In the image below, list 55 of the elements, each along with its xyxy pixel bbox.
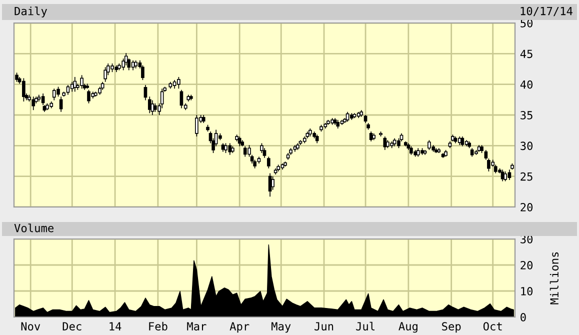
y-tick-label: 40 xyxy=(520,80,533,89)
x-tick-label: Jun xyxy=(314,322,334,331)
candlestick xyxy=(177,76,180,90)
y-tick-label: 20 xyxy=(520,261,533,270)
candlestick xyxy=(124,52,128,66)
candlestick xyxy=(59,96,63,112)
y-tick-label: 25 xyxy=(520,172,532,181)
chart-title: Daily xyxy=(14,6,48,18)
candlestick xyxy=(383,136,387,150)
candlestick xyxy=(508,169,512,180)
candlestick xyxy=(428,140,431,150)
x-tick-label: 14 xyxy=(110,322,122,330)
y-tick-label: 10 xyxy=(521,287,533,296)
candlestick xyxy=(80,74,84,90)
x-tick-label: Sep xyxy=(442,322,461,333)
y-tick-label: 45 xyxy=(520,50,532,58)
candlestick xyxy=(15,72,18,82)
candlestick xyxy=(460,136,464,147)
candlestick xyxy=(243,146,247,158)
candlestick xyxy=(266,156,270,169)
x-tick-label: Dec xyxy=(62,322,82,331)
candlestick xyxy=(271,176,274,190)
candlestick xyxy=(141,64,144,80)
candlestick xyxy=(73,76,77,92)
candlestick xyxy=(228,142,232,156)
x-tick-label: Feb xyxy=(149,322,168,331)
candlestick xyxy=(144,84,148,101)
candlestick xyxy=(52,88,56,101)
candlestick xyxy=(504,171,507,182)
y-axis-title: Millions xyxy=(550,252,559,304)
candlestick xyxy=(224,142,228,154)
candlestick xyxy=(346,112,350,122)
chart-title: Volume xyxy=(14,224,54,232)
x-tick-label: Nov xyxy=(21,322,40,331)
x-tick-label: Jul xyxy=(356,322,374,331)
candlestick xyxy=(397,138,400,149)
candlestick xyxy=(150,100,154,116)
y-tick-label: 30 xyxy=(520,142,533,150)
candlestick xyxy=(248,144,251,158)
candlestick xyxy=(56,86,60,98)
y-tick-label: 20 xyxy=(520,203,533,212)
x-tick-label: Oct xyxy=(483,322,502,331)
x-tick-label: Aug xyxy=(398,322,418,333)
x-tick-label: May xyxy=(272,322,291,333)
candlestick xyxy=(22,78,26,102)
candlestick xyxy=(32,96,36,111)
candlestick xyxy=(238,136,242,147)
y-tick-label: 0 xyxy=(520,313,526,322)
candlestick xyxy=(87,89,90,104)
x-tick-label: Apr xyxy=(230,322,250,333)
x-tick-label: Mar xyxy=(187,322,206,331)
text: 10/17/14 xyxy=(520,6,572,16)
y-tick-label: 35 xyxy=(520,111,532,120)
candlestick xyxy=(104,66,108,82)
candlestick xyxy=(195,114,198,137)
